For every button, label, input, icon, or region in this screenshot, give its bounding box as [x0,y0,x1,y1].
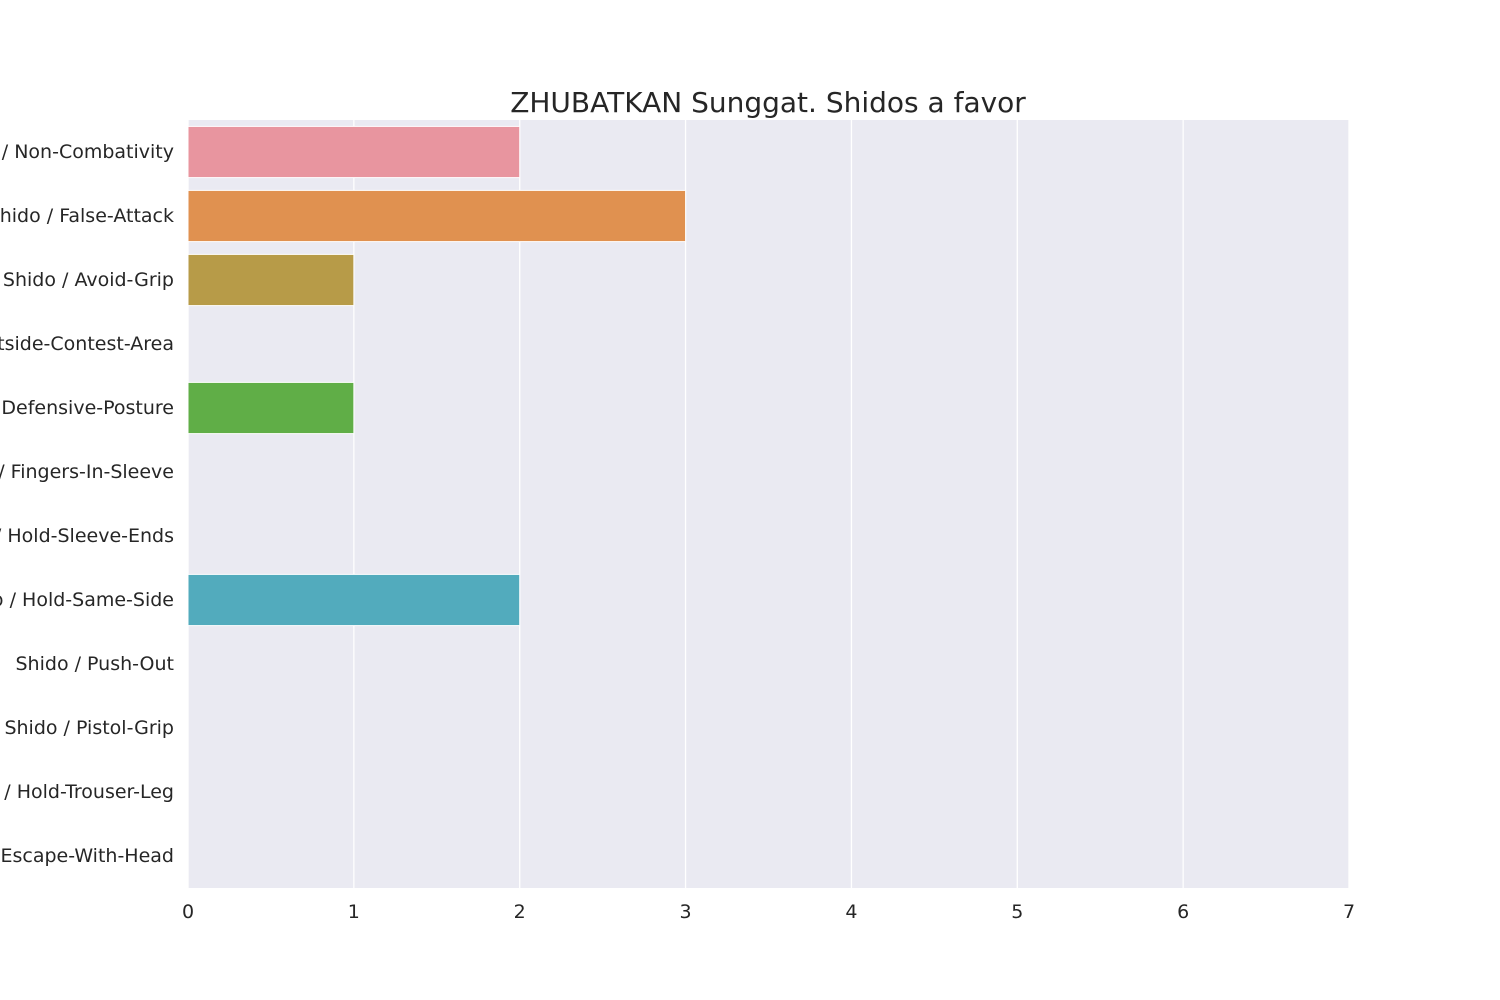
bar [187,573,521,627]
y-tick-labels: Shido / Non-Combativity Shido / False-Att… [0,141,174,867]
x-tick-label: 6 [1177,901,1189,923]
x-tick-label: 3 [680,901,692,923]
bar [187,253,355,307]
bar [187,125,521,179]
y-tick-label: Shido / Hold-Trouser-Leg [0,781,174,803]
y-tick-label: Shido / Pistol-Grip [4,717,174,739]
y-tick-label: Shido / Outside-Contest-Area [0,333,174,355]
y-tick-label: Shido / Hold-Same-Side [0,589,174,611]
bars [187,125,687,627]
x-tick-label: 1 [348,901,360,923]
x-tick-label: 5 [1011,901,1023,923]
y-tick-label: Shido / Defensive-Posture [0,397,174,419]
y-tick-label: Shido / Hold-Sleeve-Ends [0,525,174,547]
bar [187,381,355,435]
y-tick-label: Shido / Avoid-Grip [3,269,174,291]
bar [187,189,687,243]
y-tick-label: Shido / Non-Combativity [0,141,174,163]
y-tick-label: Shido / False-Attack [0,205,174,227]
x-tick-label: 7 [1343,901,1355,923]
x-tick-label: 0 [182,901,194,923]
y-tick-label: Shido / Push-Out [16,653,175,675]
x-tick-label: 2 [514,901,526,923]
plot-area [188,120,1349,888]
chart-title: ZHUBATKAN Sunggat. Shidos a favor [510,86,1026,119]
y-tick-label: Shido / Escape-With-Head [0,845,174,867]
gridlines [187,120,1350,888]
x-tick-labels: 0 1 2 3 4 5 6 7 [182,901,1355,923]
y-tick-label: Shido / Fingers-In-Sleeve [0,461,174,483]
x-tick-label: 4 [845,901,857,923]
